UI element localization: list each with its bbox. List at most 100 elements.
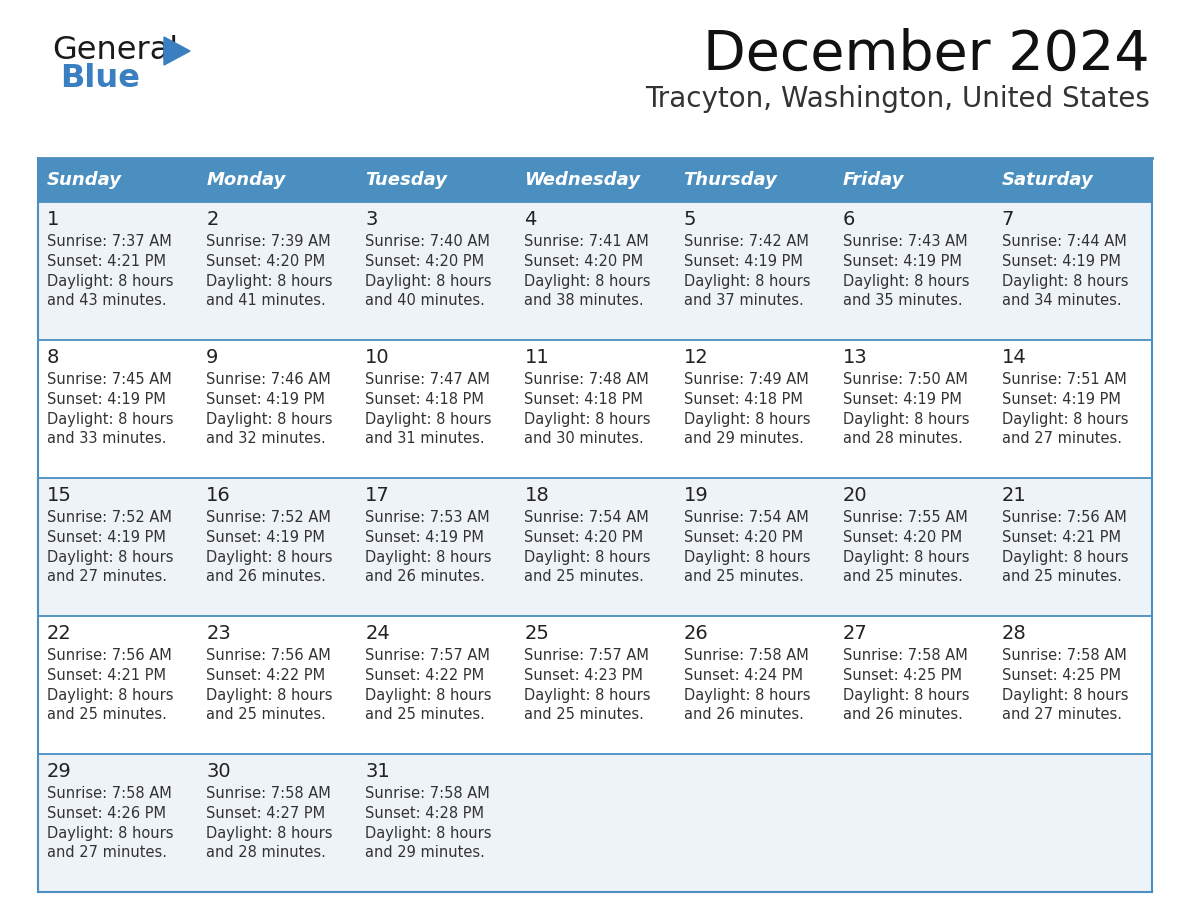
Text: Sunset: 4:22 PM: Sunset: 4:22 PM [365, 668, 485, 683]
Text: Sunrise: 7:39 AM: Sunrise: 7:39 AM [207, 234, 330, 249]
Text: and 41 minutes.: and 41 minutes. [207, 293, 326, 308]
Text: 10: 10 [365, 348, 390, 367]
Text: Sunrise: 7:58 AM: Sunrise: 7:58 AM [683, 648, 808, 663]
Text: Sunset: 4:19 PM: Sunset: 4:19 PM [207, 530, 326, 545]
Text: Sunrise: 7:51 AM: Sunrise: 7:51 AM [1001, 372, 1126, 387]
Text: Sunset: 4:18 PM: Sunset: 4:18 PM [365, 392, 485, 407]
Text: Sunset: 4:19 PM: Sunset: 4:19 PM [48, 392, 166, 407]
Text: Sunset: 4:20 PM: Sunset: 4:20 PM [365, 254, 485, 269]
Text: Sunset: 4:25 PM: Sunset: 4:25 PM [842, 668, 962, 683]
Bar [516, 616, 675, 754]
Text: Daylight: 8 hours: Daylight: 8 hours [683, 550, 810, 565]
Text: 25: 25 [524, 624, 549, 643]
Bar [38, 478, 197, 616]
Text: Sunrise: 7:58 AM: Sunrise: 7:58 AM [365, 786, 489, 801]
Text: 27: 27 [842, 624, 867, 643]
Text: Sunset: 4:19 PM: Sunset: 4:19 PM [365, 530, 485, 545]
Text: Sunset: 4:21 PM: Sunset: 4:21 PM [48, 254, 166, 269]
Text: Sunrise: 7:45 AM: Sunrise: 7:45 AM [48, 372, 172, 387]
Bar [38, 340, 197, 478]
Bar [675, 340, 834, 478]
Text: Daylight: 8 hours: Daylight: 8 hours [48, 274, 173, 289]
Text: Wednesday: Wednesday [524, 171, 640, 189]
Text: Sunrise: 7:56 AM: Sunrise: 7:56 AM [48, 648, 172, 663]
Text: 18: 18 [524, 486, 549, 505]
Text: Sunset: 4:20 PM: Sunset: 4:20 PM [524, 254, 644, 269]
Text: Sunset: 4:27 PM: Sunset: 4:27 PM [207, 806, 326, 821]
Bar [38, 754, 197, 892]
Text: Sunrise: 7:56 AM: Sunrise: 7:56 AM [207, 648, 331, 663]
Bar [834, 616, 993, 754]
Text: Sunset: 4:22 PM: Sunset: 4:22 PM [207, 668, 326, 683]
Bar [993, 616, 1152, 754]
Text: 1: 1 [48, 210, 59, 229]
Text: Daylight: 8 hours: Daylight: 8 hours [207, 550, 333, 565]
Text: Daylight: 8 hours: Daylight: 8 hours [683, 412, 810, 427]
Text: and 26 minutes.: and 26 minutes. [683, 707, 803, 722]
Text: 23: 23 [207, 624, 230, 643]
Text: Sunrise: 7:53 AM: Sunrise: 7:53 AM [365, 510, 489, 525]
Bar [834, 478, 993, 616]
Text: Thursday: Thursday [683, 171, 777, 189]
Text: Daylight: 8 hours: Daylight: 8 hours [842, 688, 969, 703]
Text: 7: 7 [1001, 210, 1015, 229]
Bar [834, 754, 993, 892]
Bar [356, 478, 516, 616]
Text: 28: 28 [1001, 624, 1026, 643]
Text: Daylight: 8 hours: Daylight: 8 hours [1001, 274, 1129, 289]
Text: December 2024: December 2024 [703, 28, 1150, 82]
Bar [197, 478, 356, 616]
Text: 21: 21 [1001, 486, 1026, 505]
Text: and 28 minutes.: and 28 minutes. [842, 431, 962, 446]
Text: Daylight: 8 hours: Daylight: 8 hours [48, 688, 173, 703]
Text: and 33 minutes.: and 33 minutes. [48, 431, 166, 446]
Text: and 25 minutes.: and 25 minutes. [207, 707, 326, 722]
Text: Daylight: 8 hours: Daylight: 8 hours [207, 274, 333, 289]
Bar [516, 158, 675, 202]
Bar [993, 340, 1152, 478]
Text: Sunset: 4:19 PM: Sunset: 4:19 PM [683, 254, 802, 269]
Bar [993, 478, 1152, 616]
Bar [197, 202, 356, 340]
Bar [993, 754, 1152, 892]
Bar [197, 754, 356, 892]
Text: and 32 minutes.: and 32 minutes. [207, 431, 326, 446]
Text: Friday: Friday [842, 171, 904, 189]
Text: 3: 3 [365, 210, 378, 229]
Text: Sunset: 4:19 PM: Sunset: 4:19 PM [842, 254, 961, 269]
Bar [834, 202, 993, 340]
Text: Daylight: 8 hours: Daylight: 8 hours [365, 688, 492, 703]
Text: Sunrise: 7:58 AM: Sunrise: 7:58 AM [48, 786, 172, 801]
Text: and 25 minutes.: and 25 minutes. [365, 707, 485, 722]
Text: and 27 minutes.: and 27 minutes. [1001, 431, 1121, 446]
Text: Daylight: 8 hours: Daylight: 8 hours [48, 826, 173, 841]
Text: 8: 8 [48, 348, 59, 367]
Text: and 25 minutes.: and 25 minutes. [524, 707, 644, 722]
Bar [356, 754, 516, 892]
Text: and 40 minutes.: and 40 minutes. [365, 293, 485, 308]
Text: Daylight: 8 hours: Daylight: 8 hours [365, 826, 492, 841]
Bar [834, 340, 993, 478]
Bar [675, 478, 834, 616]
Text: Tracyton, Washington, United States: Tracyton, Washington, United States [645, 85, 1150, 113]
Text: Sunset: 4:19 PM: Sunset: 4:19 PM [1001, 254, 1120, 269]
Bar [197, 616, 356, 754]
Text: Daylight: 8 hours: Daylight: 8 hours [524, 274, 651, 289]
Bar [675, 754, 834, 892]
Text: 29: 29 [48, 762, 71, 781]
Text: Sunset: 4:20 PM: Sunset: 4:20 PM [683, 530, 803, 545]
Text: 24: 24 [365, 624, 390, 643]
Bar [516, 754, 675, 892]
Text: and 25 minutes.: and 25 minutes. [683, 569, 803, 584]
Text: Daylight: 8 hours: Daylight: 8 hours [48, 412, 173, 427]
Text: Sunset: 4:23 PM: Sunset: 4:23 PM [524, 668, 644, 683]
Text: Sunrise: 7:50 AM: Sunrise: 7:50 AM [842, 372, 967, 387]
Text: Daylight: 8 hours: Daylight: 8 hours [365, 550, 492, 565]
Text: Sunset: 4:21 PM: Sunset: 4:21 PM [1001, 530, 1120, 545]
Text: 6: 6 [842, 210, 855, 229]
Text: Sunset: 4:19 PM: Sunset: 4:19 PM [48, 530, 166, 545]
Bar [675, 202, 834, 340]
Text: Daylight: 8 hours: Daylight: 8 hours [1001, 688, 1129, 703]
Text: 5: 5 [683, 210, 696, 229]
Text: Sunrise: 7:47 AM: Sunrise: 7:47 AM [365, 372, 491, 387]
